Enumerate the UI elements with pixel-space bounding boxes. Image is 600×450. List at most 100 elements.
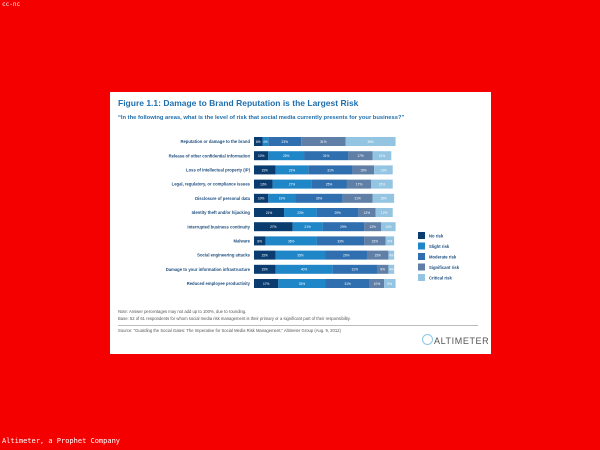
bar-segment-slight-risk <box>284 208 317 217</box>
category-label: Damage to your information infrastructur… <box>166 267 251 272</box>
bar-segment-significant-risk <box>348 151 373 161</box>
bar-segment-moderate-risk <box>325 279 370 288</box>
bar-segment-slight-risk <box>268 193 296 203</box>
bar-segment-significant-risk <box>364 222 382 232</box>
legend-swatch-slight-risk <box>418 242 425 250</box>
data-label: 12% <box>381 211 388 215</box>
bar-segment-moderate-risk <box>322 222 365 232</box>
bar-segment-significant-risk <box>364 236 386 246</box>
bar-segment-moderate-risk <box>316 236 365 246</box>
bar-segment-slight-risk <box>272 179 312 189</box>
bar-segment-no-risk <box>254 222 293 232</box>
data-label: 13% <box>380 168 387 172</box>
bar-segment-moderate-risk <box>325 250 367 260</box>
data-label: 21% <box>304 225 311 229</box>
data-label: 17% <box>357 154 364 158</box>
data-label: 12% <box>364 211 371 215</box>
data-label: 8% <box>380 268 385 272</box>
data-label: 15% <box>372 239 379 243</box>
bar-segment-significant-risk <box>346 179 372 189</box>
data-label: 8% <box>257 239 262 243</box>
legend-label: Slight risk <box>429 244 450 249</box>
data-label: 15% <box>380 197 387 201</box>
bar-segment-critical-risk <box>384 279 396 288</box>
data-label: 13% <box>260 183 267 187</box>
data-label: 23% <box>282 140 289 144</box>
bar-segment-slight-risk <box>275 264 333 274</box>
data-label: 13% <box>379 154 386 158</box>
data-label: 35% <box>297 254 304 258</box>
figure-slide: Figure 1.1: Damage to Brand Reputation i… <box>110 92 491 354</box>
category-label: Reputation or damage to the brand <box>180 139 250 144</box>
data-label: 29% <box>343 254 350 258</box>
bar-segment-significant-risk <box>301 137 346 146</box>
data-label: 15% <box>262 254 269 258</box>
bar-segment-slight-risk <box>262 137 269 146</box>
bar-segment-critical-risk <box>374 165 393 175</box>
category-label: Malware <box>233 239 250 244</box>
bar-segment-significant-risk <box>366 250 389 260</box>
bar-segment-no-risk <box>254 279 279 288</box>
bar-segment-critical-risk <box>388 250 395 260</box>
data-label: 15% <box>360 168 367 172</box>
bar-segment-slight-risk <box>292 222 323 232</box>
base-text: Base: 52 of 61 respondents for whom soci… <box>118 316 351 321</box>
data-label: 31% <box>323 154 330 158</box>
bar-segment-critical-risk <box>375 208 393 217</box>
data-label: 8% <box>388 282 393 286</box>
data-label: 33% <box>337 239 344 243</box>
survey-question: “In the following areas, what is the lev… <box>118 115 405 121</box>
data-label: 10% <box>374 282 381 286</box>
bar-segment-critical-risk <box>371 179 393 189</box>
data-label: 15% <box>262 268 269 272</box>
category-label: Interrupted business continuity <box>187 224 250 229</box>
data-label: 33% <box>299 282 306 286</box>
bar-segment-significant-risk <box>369 279 385 288</box>
bar-segment-no-risk <box>254 264 276 274</box>
source-text: Source: “Guarding the Social Gates: The … <box>118 328 341 333</box>
data-label: 4% <box>389 254 394 258</box>
data-label: 35% <box>367 140 374 144</box>
bar-segment-moderate-risk <box>295 193 343 203</box>
bar-segment-significant-risk <box>352 165 375 175</box>
data-label: 12% <box>369 225 376 229</box>
data-label: 31% <box>344 282 351 286</box>
data-label: 33% <box>316 197 323 201</box>
altimeter-logo-icon <box>422 334 433 345</box>
bar-segment-no-risk <box>254 165 276 175</box>
data-label: 31% <box>352 268 359 272</box>
legend-label: Significant risk <box>429 265 460 270</box>
category-label: Identity theft and/or hijacking <box>192 210 251 215</box>
data-label: 31% <box>327 168 334 172</box>
bar-segment-moderate-risk <box>268 137 302 146</box>
note-text: Note: Answer percentages may not add up … <box>118 309 247 314</box>
data-label: 15% <box>262 168 269 172</box>
data-label: 23% <box>289 168 296 172</box>
data-label: 23% <box>297 211 304 215</box>
data-label: 17% <box>356 183 363 187</box>
bar-segment-significant-risk <box>376 264 389 274</box>
data-label: 25% <box>326 183 333 187</box>
legend-swatch-critical-risk <box>418 274 425 281</box>
source-divider <box>118 325 478 326</box>
category-label: Disclosure of personal data <box>195 196 251 201</box>
data-label: 21% <box>354 197 361 201</box>
bar-segment-slight-risk <box>275 165 309 175</box>
bar-segment-critical-risk <box>345 137 396 146</box>
data-label: 4% <box>389 268 394 272</box>
category-label: Reduced employee productivity <box>187 281 251 286</box>
category-label: Legal, regulatory, or compliance issues <box>172 182 251 187</box>
bar-segment-critical-risk <box>381 222 396 232</box>
bar-segment-moderate-risk <box>308 165 353 175</box>
legend-swatch-significant-risk <box>418 263 425 271</box>
data-label: 27% <box>270 225 277 229</box>
bar-segment-significant-risk <box>342 193 373 203</box>
bar-segment-slight-risk <box>278 279 326 288</box>
data-label: 6% <box>388 239 393 243</box>
bar-segment-significant-risk <box>358 208 376 217</box>
bar-segment-moderate-risk <box>316 208 359 217</box>
category-label: Release of other confidential informatio… <box>169 153 251 158</box>
bar-segment-no-risk <box>254 250 276 260</box>
category-label: Loss of intellectual property (IP) <box>186 168 251 173</box>
legend-label: No risk <box>429 234 444 239</box>
